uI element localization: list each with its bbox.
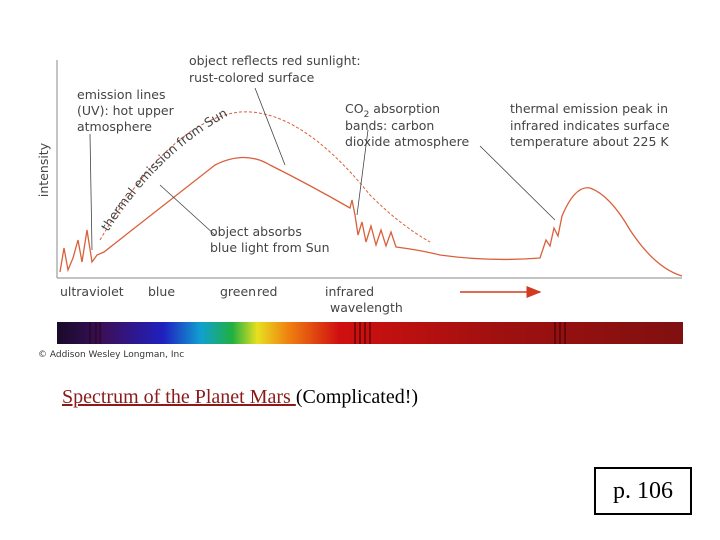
band-label: blue — [148, 284, 175, 299]
annotation: thermal emission peak in — [510, 101, 668, 116]
annotation: bands: carbon — [345, 118, 434, 133]
annotation: dioxide atmosphere — [345, 134, 469, 149]
annotation: temperature about 225 K — [510, 134, 669, 149]
annotation: (UV): hot upper — [77, 103, 175, 118]
band-label: green — [220, 284, 256, 299]
slide-title: Spectrum of the Planet Mars (Complicated… — [62, 386, 418, 409]
copyright: © Addison Wesley Longman, Inc — [38, 350, 184, 360]
annotation: rust-colored surface — [189, 70, 315, 85]
title-rest: (Complicated!) — [295, 386, 419, 408]
subscript: 2 — [364, 110, 370, 120]
mars-spectrum-curve — [59, 156, 683, 277]
annotation: atmosphere — [77, 119, 152, 134]
axis-label: wavelength — [330, 300, 403, 315]
pointer-lines — [89, 87, 556, 251]
band-label: ultraviolet — [60, 284, 124, 299]
annotation: object reflects red sunlight: — [189, 53, 361, 68]
sun-emission-curve — [99, 111, 431, 243]
band-label: infrared — [325, 284, 374, 299]
text: absorption — [369, 101, 440, 116]
annotation: blue light from Sun — [210, 240, 330, 255]
text: CO — [345, 101, 364, 116]
annotation: infrared indicates surface — [510, 118, 670, 133]
page-number: p. 106 — [594, 467, 692, 515]
y-axis-label: intensity — [36, 142, 51, 197]
annotation: object absorbs — [210, 224, 302, 239]
band-label: red — [257, 284, 278, 299]
annotation: CO2 absorption — [345, 101, 440, 120]
annotation: emission lines — [77, 87, 165, 102]
absorption-lines — [89, 322, 566, 344]
title-underlined: Spectrum of the Planet Mars — [62, 386, 296, 408]
spectrum-diagram: intensity thermal emission from Sun obje… — [36, 53, 683, 360]
